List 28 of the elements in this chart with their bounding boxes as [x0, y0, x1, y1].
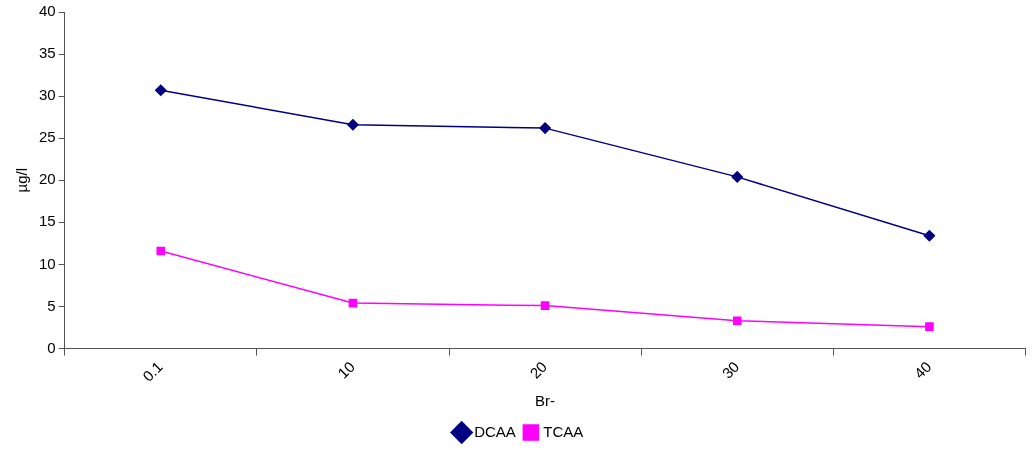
legend-label: DCAA — [474, 422, 516, 440]
point — [923, 230, 936, 242]
x-tick-label: 30 — [718, 357, 743, 382]
x-tick-label: 20 — [526, 357, 551, 382]
point — [539, 122, 551, 134]
x-tick-label: 40 — [910, 357, 935, 382]
y-tick-label: 0 — [47, 338, 56, 356]
y-tick-label: 10 — [39, 254, 56, 272]
x-tick-label: 10 — [334, 357, 358, 382]
point — [540, 301, 550, 310]
point — [731, 171, 744, 183]
point — [156, 246, 166, 256]
y-tick-label: 30 — [39, 86, 56, 104]
legend-label: TCAA — [543, 422, 584, 440]
y-tick-label: 40 — [39, 2, 56, 20]
y-tick-label: 15 — [39, 212, 56, 230]
point — [155, 84, 167, 96]
point — [348, 298, 358, 308]
point — [925, 322, 934, 331]
y-tick-label: 25 — [39, 128, 56, 146]
point — [732, 316, 742, 326]
point — [347, 118, 359, 131]
y-axis-title: µg/l — [13, 168, 31, 193]
x-axis-title: Br- — [535, 392, 556, 410]
y-tick-label: 35 — [39, 44, 56, 62]
y-tick-label: 5 — [47, 296, 56, 314]
x-tick-label: 0.1 — [139, 357, 166, 385]
y-tick-label: 20 — [39, 170, 56, 188]
